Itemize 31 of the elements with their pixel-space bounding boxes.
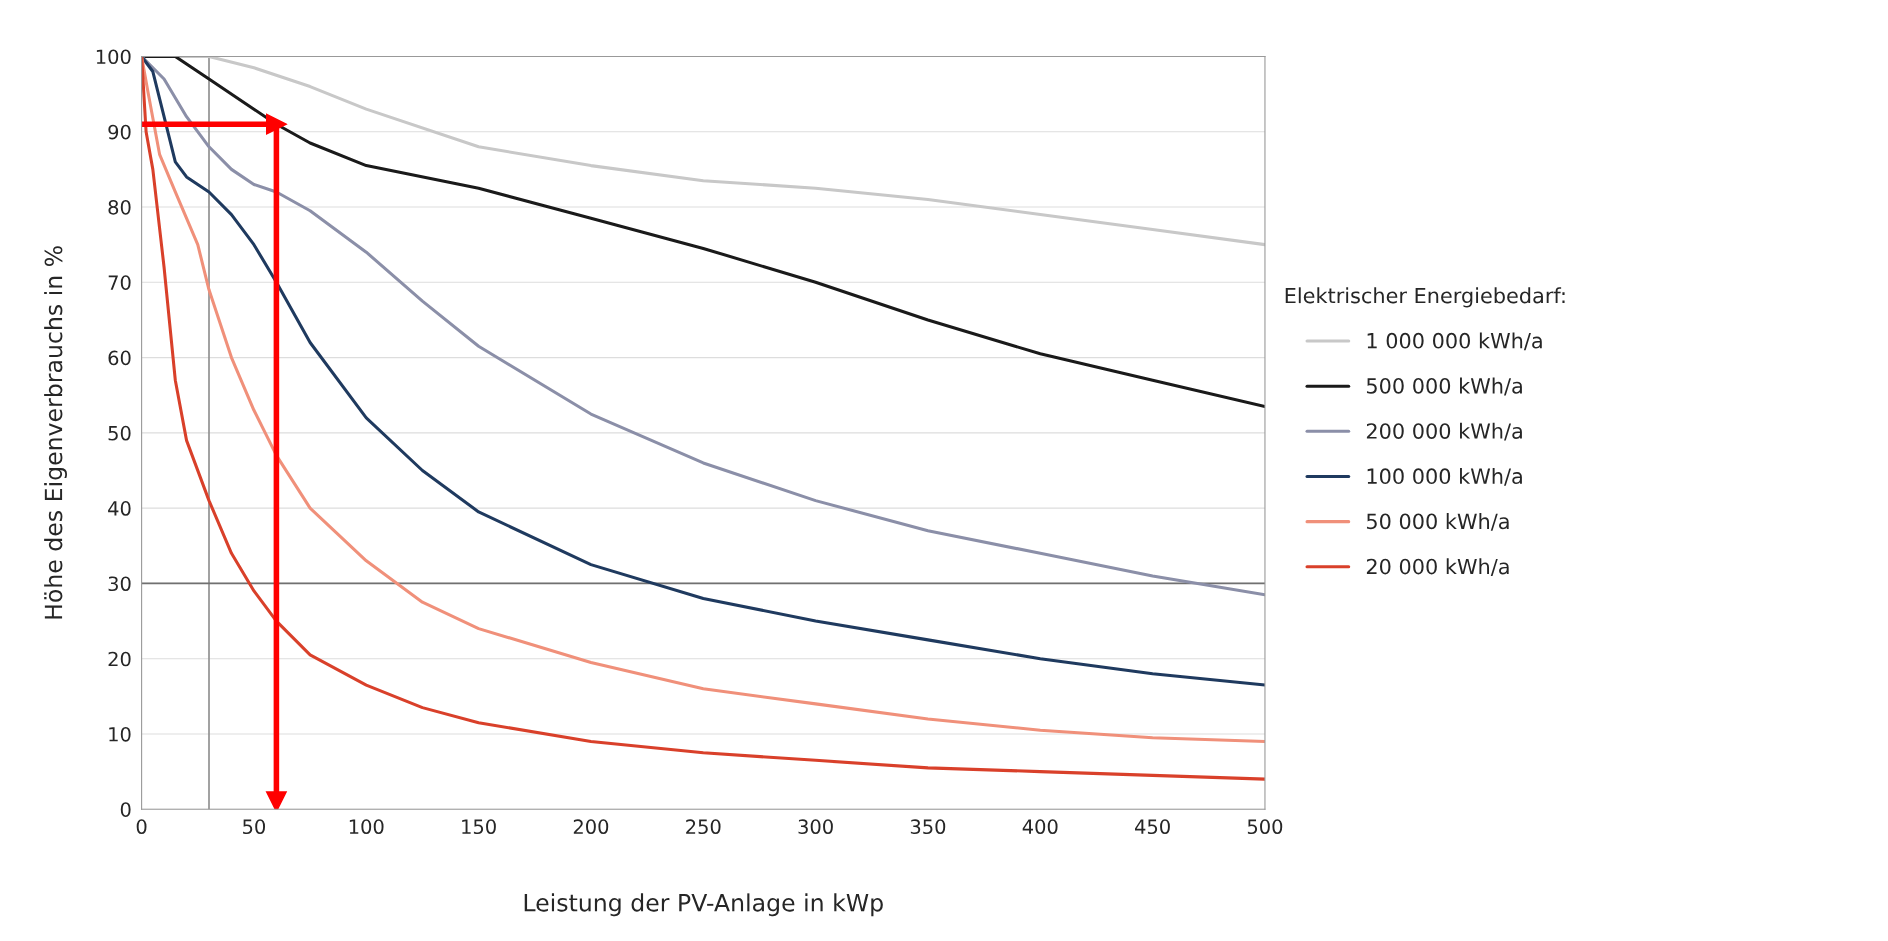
x-tick-label: 500 xyxy=(1247,819,1283,835)
y-tick-label: 60 xyxy=(108,350,131,366)
x-tick-label: 100 xyxy=(349,819,384,835)
legend-label: 500 000 kWh/a xyxy=(1366,377,1522,396)
legend-label: 200 000 kWh/a xyxy=(1366,422,1522,441)
x-tick-label: 250 xyxy=(686,819,721,835)
y-tick-label: 80 xyxy=(108,199,131,215)
x-tick-label: 50 xyxy=(243,819,266,835)
y-tick-label: 100 xyxy=(96,49,131,65)
legend-label: 20 000 kWh/a xyxy=(1366,558,1509,577)
y-tick-label: 90 xyxy=(108,124,131,140)
y-tick-label: 0 xyxy=(120,802,131,817)
x-tick-label: 400 xyxy=(1022,819,1058,835)
y-tick-label: 50 xyxy=(108,425,131,441)
x-tick-label: 150 xyxy=(462,819,496,835)
x-tick-label: 450 xyxy=(1135,819,1170,835)
x-tick-label: 200 xyxy=(573,819,609,835)
legend-label: 100 000 kWh/a xyxy=(1367,467,1522,486)
y-tick-label: 20 xyxy=(108,651,131,667)
y-tick-label: 40 xyxy=(108,501,131,516)
y-tick-label: 70 xyxy=(108,275,131,290)
legend-title: Elektrischer Energiebedarf: xyxy=(1285,287,1565,308)
x-tick-label: 0 xyxy=(136,819,147,835)
y-tick-label: 10 xyxy=(109,726,131,742)
x-tick-label: 350 xyxy=(910,819,946,835)
x-axis-title: Leistung der PV-Anlage in kWp xyxy=(524,893,883,917)
y-tick-label: 30 xyxy=(108,576,131,592)
x-tick-label: 300 xyxy=(798,819,833,835)
y-axis-title: Höhe des Eigenverbrauchs in % xyxy=(44,246,67,619)
legend-label: 1 000 000 kWh/a xyxy=(1367,332,1542,351)
legend-label: 50 000 kWh/a xyxy=(1366,513,1509,531)
